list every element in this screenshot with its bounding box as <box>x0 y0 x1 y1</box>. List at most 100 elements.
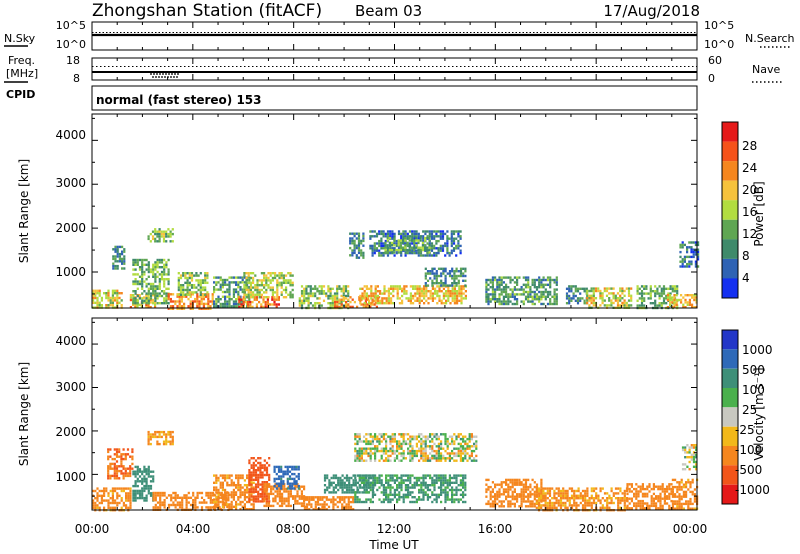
heatmap-cell <box>145 472 148 476</box>
heatmap-cell <box>186 276 189 280</box>
heatmap-cell <box>592 294 595 297</box>
heatmap-cell <box>275 298 278 301</box>
heatmap-cell <box>588 304 591 307</box>
heatmap-cell <box>244 300 247 304</box>
heatmap-cell <box>273 298 276 301</box>
heatmap-cell <box>500 276 503 279</box>
heatmap-cell <box>120 465 123 468</box>
heatmap-cell <box>257 485 260 489</box>
heatmap-cell <box>109 455 112 458</box>
heatmap-cell <box>379 292 382 295</box>
heatmap-cell <box>303 496 306 499</box>
heatmap-cell <box>568 285 571 288</box>
heatmap-cell <box>562 504 565 507</box>
heatmap-cell <box>134 496 137 500</box>
heatmap-cell <box>147 442 150 446</box>
heatmap-cell <box>345 479 349 482</box>
heatmap-cell <box>390 292 393 295</box>
heatmap-cell <box>225 494 228 497</box>
heatmap-cell <box>498 288 501 291</box>
heatmap-cell <box>445 302 448 305</box>
heatmap-cell <box>332 498 335 501</box>
heatmap-cell <box>376 447 379 450</box>
heatmap-cell <box>570 487 574 490</box>
heatmap-cell <box>159 496 162 499</box>
heatmap-cell <box>360 242 363 245</box>
heatmap-cell <box>305 290 308 293</box>
heatmap-cell <box>424 452 427 455</box>
power-ytick-1000: 1000 <box>55 265 86 279</box>
heatmap-cell <box>145 303 148 306</box>
heatmap-cell <box>440 459 443 462</box>
heatmap-cell <box>145 470 148 473</box>
heatmap-cell <box>270 492 273 496</box>
heatmap-cell <box>263 272 266 275</box>
heatmap-cell <box>565 302 569 305</box>
heatmap-cell <box>459 498 462 501</box>
heatmap-cell <box>451 496 454 499</box>
heatmap-cell <box>446 484 449 487</box>
heatmap-cell <box>509 485 512 489</box>
heatmap-cell <box>118 252 121 256</box>
heatmap-cell <box>409 481 412 484</box>
heatmap-cell <box>259 495 262 498</box>
heatmap-cell <box>103 292 106 295</box>
heatmap-cell <box>109 501 112 505</box>
heatmap-cell <box>433 254 436 257</box>
heatmap-cell <box>120 472 123 475</box>
heatmap-cell <box>393 493 396 496</box>
heatmap-cell <box>407 493 410 496</box>
heatmap-cell <box>184 274 187 277</box>
heatmap-cell <box>513 298 516 301</box>
heatmap-cell <box>462 493 465 496</box>
heatmap-cell <box>564 501 567 505</box>
power-heatmap <box>92 228 700 310</box>
heatmap-cell <box>459 459 462 462</box>
heatmap-cell <box>409 445 412 448</box>
heatmap-cell <box>268 473 271 477</box>
heatmap-cell <box>356 459 359 462</box>
heatmap-cell <box>494 278 497 282</box>
heatmap-cell <box>673 298 676 302</box>
heatmap-cell <box>449 302 452 305</box>
heatmap-cell <box>522 495 525 498</box>
heatmap-cell <box>103 489 106 493</box>
heatmap-cell <box>513 276 516 279</box>
heatmap-cell <box>276 492 279 496</box>
heatmap-cell <box>568 302 571 305</box>
heatmap-cell <box>429 457 432 460</box>
heatmap-cell <box>688 262 691 266</box>
heatmap-cell <box>565 292 569 295</box>
heatmap-cell <box>163 280 166 283</box>
heatmap-cell <box>384 235 387 238</box>
heatmap-cell <box>446 457 449 460</box>
heatmap-cell <box>374 484 377 487</box>
heatmap-cell <box>111 492 114 495</box>
heatmap-cell <box>143 499 146 502</box>
heatmap-cell <box>555 492 558 495</box>
heatmap-cell <box>199 272 202 275</box>
heatmap-cell <box>422 454 425 458</box>
heatmap-cell <box>337 476 340 480</box>
heatmap-cell <box>198 501 201 504</box>
heatmap-cell <box>219 493 222 496</box>
heatmap-cell <box>237 503 240 506</box>
heatmap-cell <box>156 494 160 497</box>
heatmap-cell <box>522 283 525 286</box>
heatmap-cell <box>386 239 389 242</box>
heatmap-cell <box>402 442 405 446</box>
heatmap-cell <box>217 503 220 506</box>
heatmap-cell <box>243 288 246 291</box>
heatmap-cell <box>431 491 434 494</box>
heatmap-cell <box>339 486 342 489</box>
heatmap-cell <box>522 488 525 491</box>
heatmap-cell <box>143 489 146 493</box>
heatmap-cell <box>204 286 207 289</box>
heatmap-cell <box>374 493 377 496</box>
heatmap-cell <box>154 261 157 264</box>
heatmap-cell <box>451 294 454 298</box>
heatmap-cell <box>219 276 222 279</box>
heatmap-cell <box>325 294 328 298</box>
heatmap-cell <box>273 477 276 481</box>
heatmap-cell <box>365 486 368 489</box>
